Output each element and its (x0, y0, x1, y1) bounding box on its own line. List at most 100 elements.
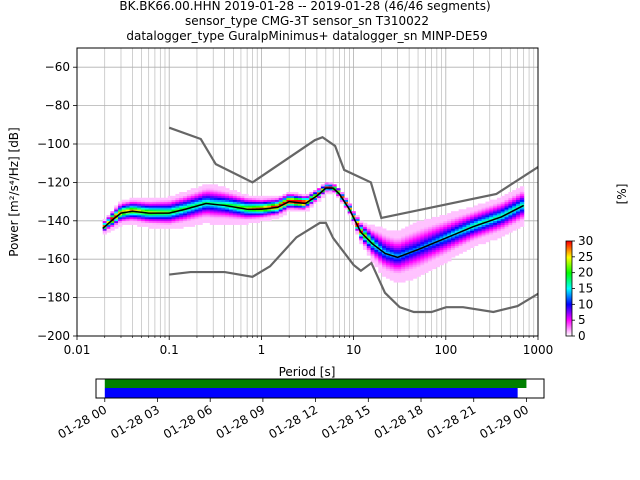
psd-cell (255, 211, 261, 214)
psd-cell (225, 195, 230, 199)
psd-cell (408, 241, 414, 245)
psd-cell (198, 222, 203, 225)
colorbar-cell (566, 323, 572, 325)
psd-cell (508, 205, 513, 208)
psd-cell (412, 255, 418, 258)
psd-cell (485, 218, 490, 222)
y-tick-label: −100 (37, 137, 70, 151)
psd-cell (198, 201, 203, 204)
psd-cell (397, 234, 402, 237)
psd-cell (454, 236, 460, 239)
psd-cell (163, 201, 169, 204)
psd-cell (443, 215, 448, 218)
psd-cell (508, 193, 513, 197)
psd-cell (397, 263, 402, 266)
psd-cell (470, 211, 475, 214)
psd-cell (290, 209, 295, 212)
psd-cell (175, 224, 180, 227)
psd-cell (458, 211, 463, 214)
psd-cell (248, 211, 253, 214)
colorbar-cell (566, 255, 572, 257)
psd-cell (481, 241, 486, 245)
psd-cell (163, 213, 169, 216)
psd-cell (202, 195, 207, 199)
psd-cell (148, 201, 153, 204)
psd-cell (202, 205, 207, 208)
psd-cell (202, 216, 207, 220)
psd-cell (508, 220, 513, 224)
psd-cell (290, 193, 295, 197)
psd-cell (439, 243, 444, 247)
psd-cell (278, 203, 284, 206)
psd-cell (202, 201, 207, 204)
psd-cell (374, 238, 379, 241)
psd-cell (148, 199, 153, 202)
psd-cell (221, 209, 226, 212)
psd-cell (504, 203, 509, 206)
psd-cell (297, 207, 303, 210)
psd-cell (428, 241, 433, 245)
psd-cell (378, 251, 383, 254)
psd-cell (385, 243, 391, 247)
psd-cell (225, 209, 230, 212)
psd-cell (194, 211, 199, 214)
colorbar-cell (566, 320, 572, 322)
psd-cell (370, 230, 375, 233)
psd-cell (206, 203, 211, 206)
colorbar-cell (566, 295, 572, 297)
psd-cell (225, 197, 230, 200)
psd-cell (424, 226, 429, 229)
psd-cell (209, 222, 215, 225)
psd-cell (167, 207, 173, 210)
psd-cell (194, 201, 199, 204)
x-tick-label: 1000 (523, 343, 554, 357)
psd-cell (412, 251, 418, 254)
psd-cell (267, 203, 272, 206)
psd-cell (225, 222, 230, 225)
psd-cell (114, 226, 119, 229)
psd-cell (431, 257, 437, 260)
colorbar-cell (566, 329, 572, 331)
psd-cell (156, 197, 161, 200)
psd-cell (439, 218, 444, 222)
psd-cell (401, 245, 406, 248)
psd-cell (301, 195, 307, 199)
psd-cell (389, 243, 395, 247)
psd-cell (504, 224, 509, 227)
psd-cell (355, 218, 360, 222)
psd-cell (144, 216, 150, 220)
psd-cell (137, 222, 142, 225)
nlnm-curve (169, 221, 538, 314)
psd-cell (221, 211, 226, 214)
psd-cell (477, 236, 483, 239)
psd-cell (121, 201, 127, 204)
colorbar-cell (566, 315, 572, 317)
psd-cell (186, 220, 192, 224)
psd-cell (412, 261, 418, 264)
colorbar-cell (566, 304, 572, 306)
psd-cell (186, 218, 192, 222)
psd-cell (450, 230, 456, 233)
psd-cell (313, 193, 318, 197)
psd-cell (209, 205, 215, 208)
colorbar-cell (566, 276, 572, 278)
colorbar-cell (566, 305, 572, 307)
psd-cell (462, 211, 467, 214)
psd-cell (152, 199, 157, 202)
psd-cell (125, 218, 130, 222)
psd-cell (167, 197, 173, 200)
psd-cell (240, 197, 245, 200)
x-tick-label: 1 (258, 343, 266, 357)
psd-cell (167, 218, 173, 222)
psd-cell (374, 241, 379, 245)
psd-cell (397, 280, 402, 283)
psd-cell (263, 215, 268, 218)
psd-cell (213, 190, 219, 193)
y-tick-label: −120 (37, 175, 70, 189)
psd-cell (389, 241, 395, 245)
psd-cell (519, 193, 525, 197)
psd-cell (408, 270, 414, 273)
psd-cell (198, 190, 203, 193)
psd-cell (412, 241, 418, 245)
psd-cell (408, 228, 414, 231)
